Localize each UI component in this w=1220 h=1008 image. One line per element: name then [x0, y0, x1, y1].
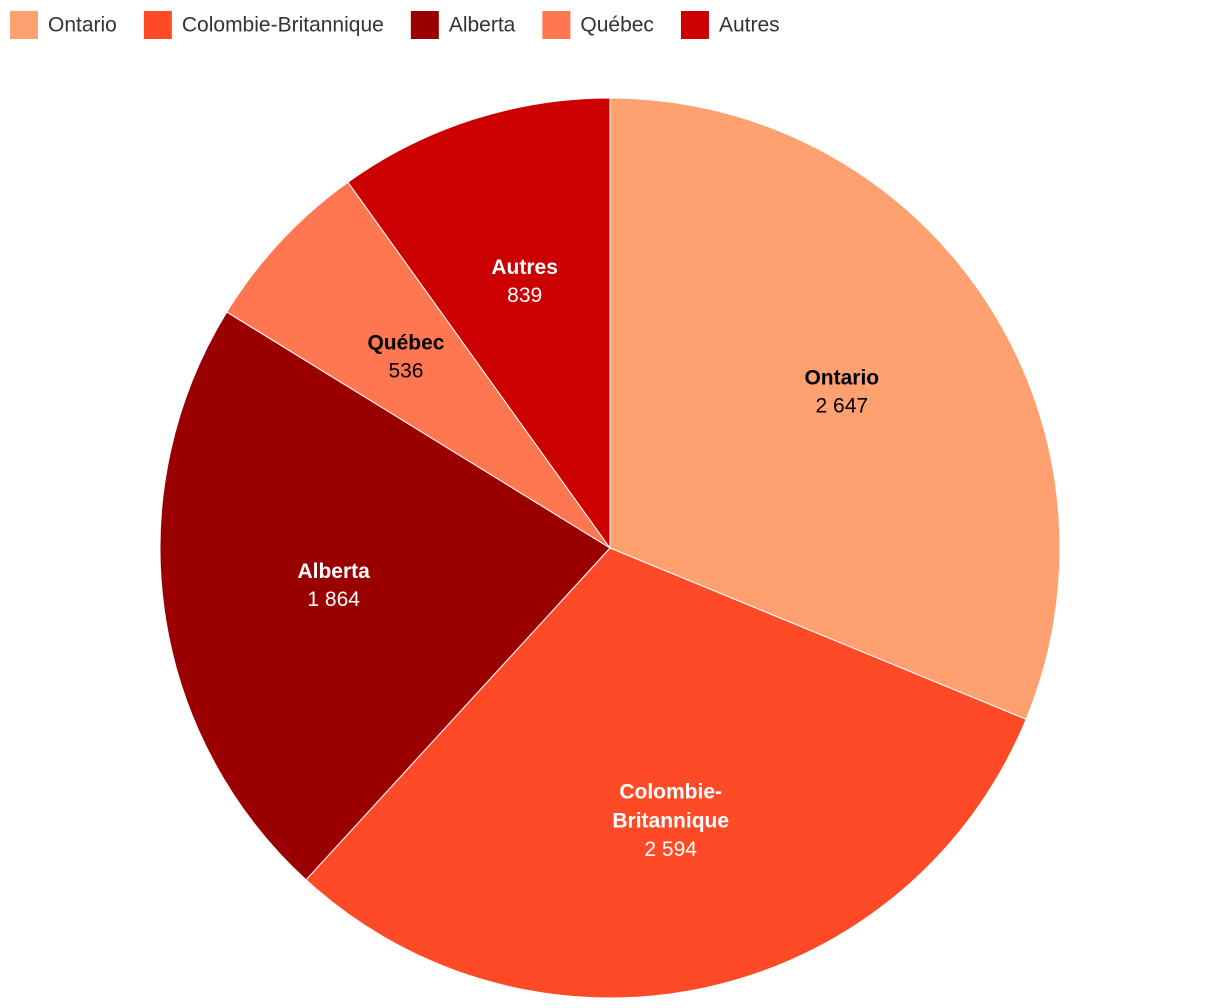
slice-value: 536 — [388, 359, 423, 382]
slice-value: 1 864 — [307, 588, 360, 611]
slice-label: Ontario — [804, 366, 879, 389]
legend-swatch — [542, 11, 571, 39]
slice-label: Québec — [367, 331, 444, 354]
legend-swatch — [143, 11, 172, 39]
legend-label: Ontario — [48, 14, 117, 37]
legend-swatch — [680, 11, 709, 39]
pie-slice — [159, 311, 611, 881]
slice-label: Autres — [491, 256, 558, 279]
legend-label: Alberta — [449, 14, 516, 37]
legend-label: Québec — [580, 14, 654, 37]
slice-value: 2 647 — [816, 394, 869, 417]
slice-label: Alberta — [297, 560, 370, 583]
legend-label: Autres — [719, 14, 780, 37]
pie-slice — [347, 97, 611, 550]
pie-slice — [609, 97, 1061, 720]
slice-value: 2 594 — [644, 838, 697, 861]
slice-label: Colombie-Britannique — [612, 780, 729, 832]
pie-slice — [305, 547, 1027, 999]
slice-value: 839 — [507, 284, 542, 307]
pie-slice — [226, 181, 611, 549]
legend-swatch — [410, 11, 439, 39]
legend-label: Colombie-Britannique — [182, 14, 384, 37]
legend-swatch — [10, 11, 38, 39]
